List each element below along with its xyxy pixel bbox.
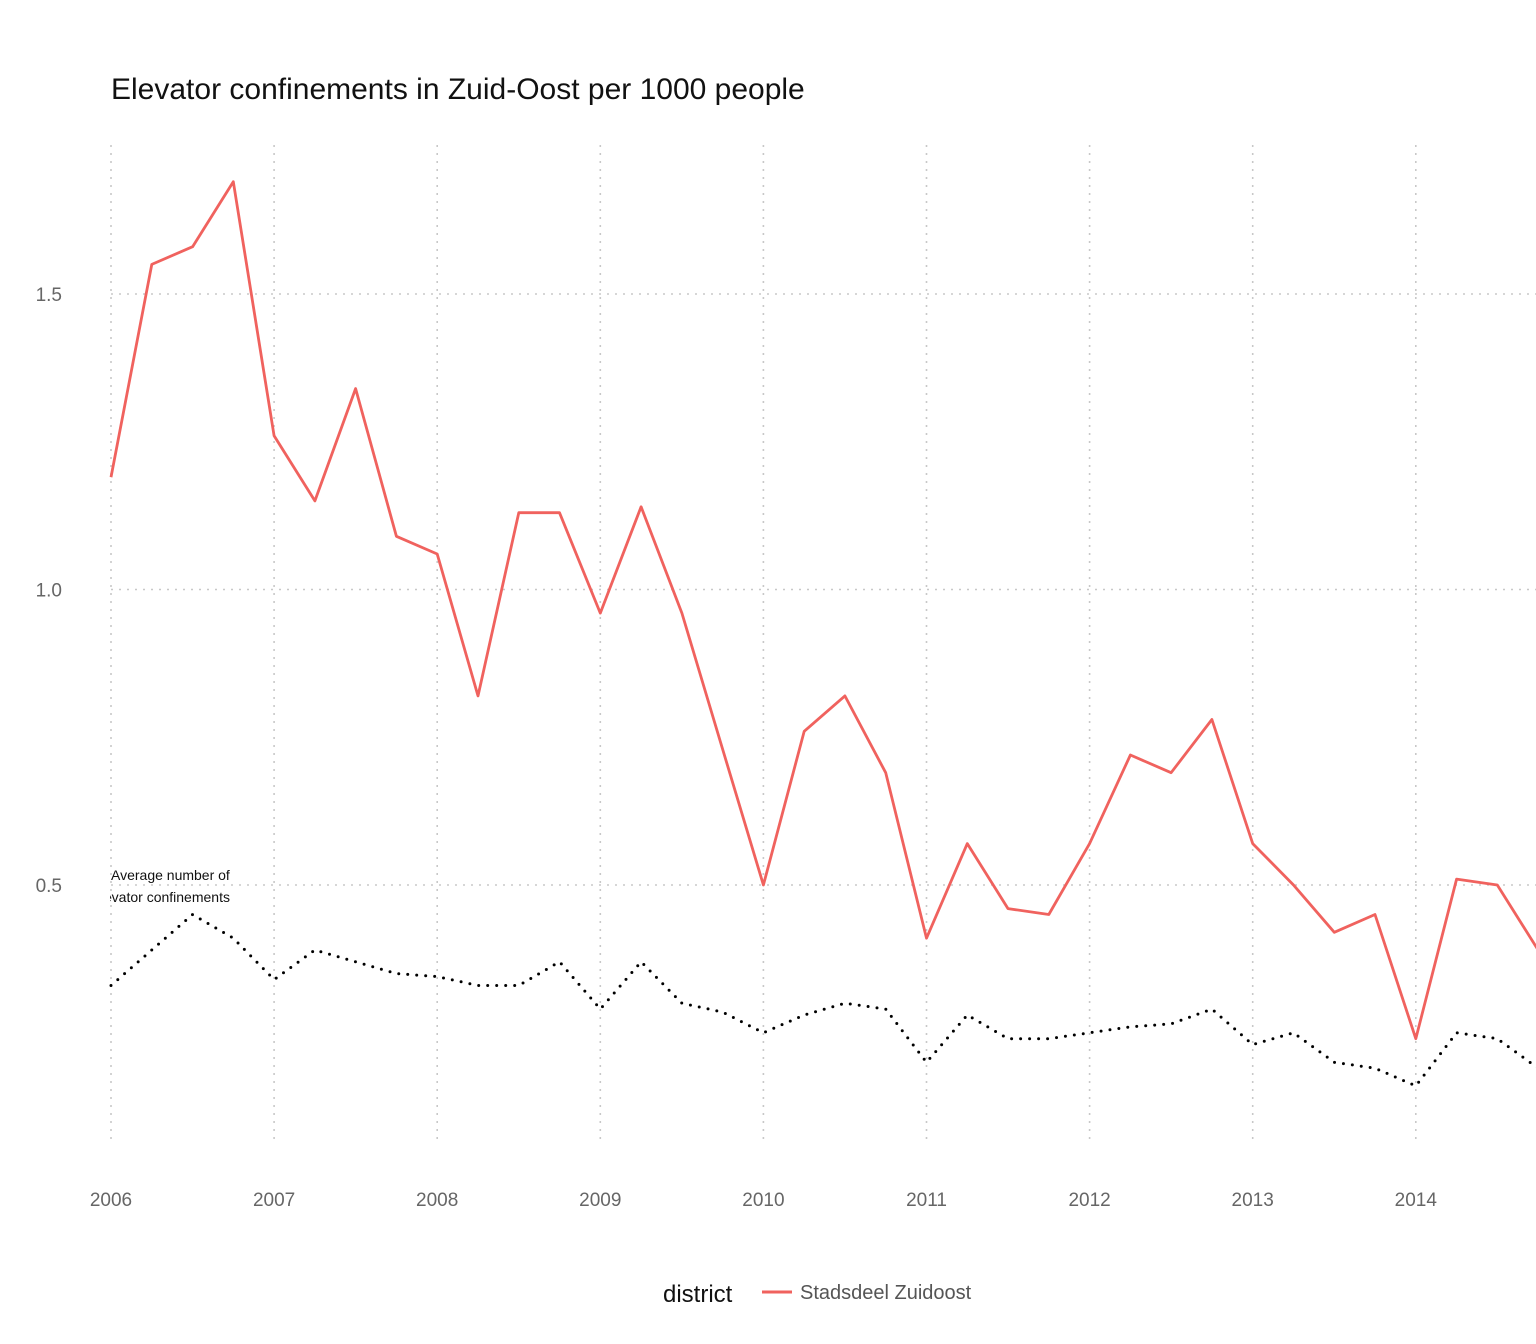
x-tick-label: 2009 xyxy=(579,1190,621,1211)
annotation-line-1: Average number of xyxy=(111,867,230,883)
average-annotation: Average number of elevator confinements xyxy=(93,867,230,905)
x-tick-label: 2007 xyxy=(253,1190,295,1211)
legend: district Stadsdeel Zuidoost xyxy=(663,1281,972,1308)
x-tick-label: 2011 xyxy=(906,1190,947,1211)
x-tick-label: 2008 xyxy=(416,1190,458,1211)
x-axis-ticks: 2006 2007 2008 2009 2010 2011 2012 2013 2014 xyxy=(90,1190,1438,1211)
legend-label-zuidoost: Stadsdeel Zuidoost xyxy=(800,1282,972,1304)
x-tick-label: 2014 xyxy=(1395,1190,1438,1211)
chart-title: Elevator confinements in Zuid-Oost per 1… xyxy=(111,73,805,106)
annotation-line-2: elevator confinements xyxy=(93,889,230,905)
x-tick-label: 2006 xyxy=(90,1190,132,1211)
x-tick-label: 2012 xyxy=(1068,1190,1110,1211)
y-tick-label: 1.5 xyxy=(36,285,62,306)
legend-title: district xyxy=(663,1281,733,1308)
y-tick-label: 1.0 xyxy=(36,581,62,602)
x-tick-label: 2010 xyxy=(742,1190,784,1211)
series-line-zuidoost xyxy=(109,180,1536,1041)
x-tick-label: 2013 xyxy=(1232,1190,1274,1211)
series-layer xyxy=(109,180,1536,1088)
y-axis-ticks: 0.5 1.0 1.5 xyxy=(36,285,62,897)
y-tick-label: 0.5 xyxy=(36,876,62,897)
gridlines xyxy=(110,145,1536,1140)
series-line-average xyxy=(109,913,1536,1088)
